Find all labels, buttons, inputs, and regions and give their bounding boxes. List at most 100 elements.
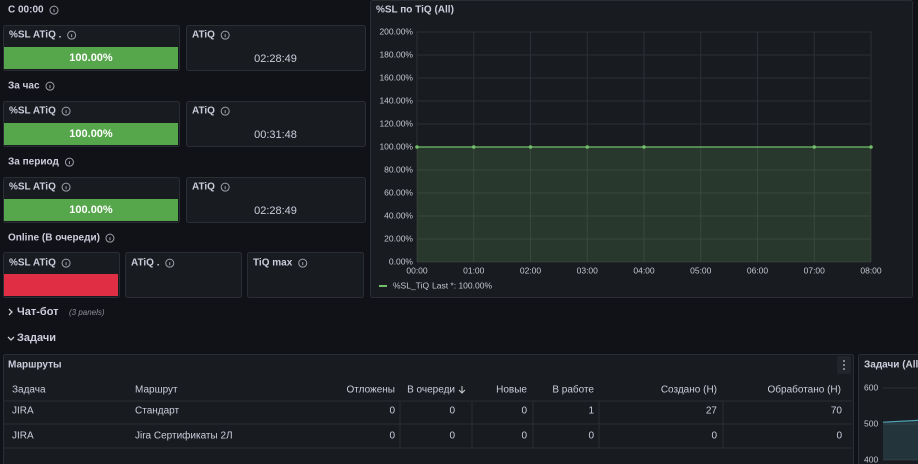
data-point bbox=[415, 145, 419, 149]
column-header: Новые bbox=[496, 385, 527, 396]
y-tick-label: 0.00% bbox=[389, 256, 414, 266]
panel bbox=[370, 0, 913, 298]
panel bbox=[247, 252, 364, 298]
data-point bbox=[528, 145, 533, 149]
x-tick-label: 01:00 bbox=[463, 265, 485, 275]
stat-title: %SL ATiQ bbox=[9, 106, 56, 117]
stat-title: ATiQ bbox=[192, 182, 215, 193]
y-tick-label: 160.00% bbox=[379, 72, 413, 82]
section-title: С 00:00 bbox=[8, 5, 44, 16]
stat-bar bbox=[4, 199, 178, 221]
table-cell: JIRA bbox=[12, 406, 34, 417]
info-icon bbox=[45, 81, 55, 91]
x-tick-label: 03:00 bbox=[577, 265, 599, 275]
column-header: Задача bbox=[12, 385, 46, 396]
table-cell: 1 bbox=[588, 406, 594, 417]
x-tick-label: 08:00 bbox=[860, 265, 882, 275]
panel bbox=[858, 354, 918, 464]
section-title: За час bbox=[8, 81, 40, 92]
data-point bbox=[471, 145, 476, 149]
y-tick-label: 20.00% bbox=[384, 233, 413, 243]
info-icon bbox=[165, 258, 175, 268]
row-chevron[interactable] bbox=[7, 336, 15, 341]
row-title: Чат-бот bbox=[17, 306, 59, 318]
stat-title: ATiQ bbox=[192, 30, 215, 41]
series-area bbox=[417, 147, 871, 262]
column-header: В работе bbox=[552, 384, 594, 396]
sort-icon bbox=[458, 386, 466, 394]
table-cell: 0 bbox=[389, 406, 395, 417]
table-cell: 0 bbox=[521, 406, 527, 417]
info-icon bbox=[220, 182, 230, 192]
row-title: Задачи bbox=[17, 332, 56, 344]
stat-value: 02:28:49 bbox=[254, 205, 297, 217]
section-title: За период bbox=[8, 157, 59, 168]
y-tick-label: 500 bbox=[864, 418, 878, 428]
info-icon bbox=[61, 258, 71, 268]
panel bbox=[3, 354, 854, 464]
legend-value: Last *: 100.00% bbox=[432, 280, 492, 290]
column-header: Маршрут bbox=[135, 385, 178, 396]
y-tick-label: 40.00% bbox=[384, 210, 413, 220]
section-title: Online (В очереди) bbox=[8, 233, 100, 244]
info-icon bbox=[105, 233, 115, 243]
y-tick-label: 100.00% bbox=[379, 141, 413, 151]
stat-title: ATiQ bbox=[192, 106, 215, 117]
row-chevron[interactable] bbox=[8, 308, 13, 316]
table-cell: 0 bbox=[449, 431, 455, 442]
info-icon bbox=[298, 258, 308, 268]
panel-menu-dot bbox=[843, 360, 845, 362]
chart-title: Задачи (All) bbox=[864, 360, 918, 371]
table-cell: 70 bbox=[831, 406, 843, 417]
stat-bar bbox=[4, 47, 178, 69]
y-tick-label: 140.00% bbox=[379, 95, 413, 105]
y-tick-label: 400 bbox=[864, 454, 878, 464]
data-point bbox=[585, 145, 590, 149]
stat-value: 100.00% bbox=[69, 204, 113, 216]
y-tick-label: 60.00% bbox=[384, 187, 413, 197]
y-tick-label: 600 bbox=[864, 382, 878, 392]
info-icon bbox=[220, 30, 230, 40]
stat-value: 02:28:49 bbox=[254, 53, 297, 65]
x-tick-label: 00:00 bbox=[406, 265, 428, 275]
panel bbox=[186, 177, 366, 223]
table-cell: 0 bbox=[711, 431, 717, 442]
x-tick-label: 05:00 bbox=[690, 265, 712, 275]
table-title: Маршруты bbox=[8, 360, 62, 371]
y-tick-label: 120.00% bbox=[379, 118, 413, 128]
x-tick-label: 06:00 bbox=[747, 265, 769, 275]
stat-value: 00:31:48 bbox=[254, 129, 297, 141]
x-tick-label: 04:00 bbox=[633, 265, 655, 275]
info-icon bbox=[64, 157, 74, 167]
info-icon bbox=[61, 182, 71, 192]
table-cell: 0 bbox=[588, 431, 594, 442]
panel-menu-dot bbox=[843, 364, 845, 366]
series-area bbox=[883, 420, 918, 460]
stat-value: 100.00% bbox=[69, 128, 113, 140]
y-tick-label: 200.00% bbox=[379, 26, 413, 36]
panel bbox=[125, 252, 242, 298]
stat-title: %SL ATiQ bbox=[9, 182, 56, 193]
data-point bbox=[869, 145, 873, 149]
table-cell: Jira Сертификаты 2Л bbox=[135, 430, 233, 442]
legend-name: %SL_TiQ bbox=[393, 280, 429, 290]
table-cell: JIRA bbox=[12, 431, 34, 442]
stat-value: 100.00% bbox=[69, 52, 113, 64]
stat-title: ATiQ . bbox=[131, 258, 160, 269]
table-cell: 27 bbox=[706, 406, 718, 417]
info-icon bbox=[220, 106, 230, 116]
info-icon bbox=[49, 5, 59, 15]
column-header: В очереди bbox=[407, 385, 455, 396]
column-header: Обработано (Н) bbox=[768, 384, 841, 396]
y-tick-label: 80.00% bbox=[384, 164, 413, 174]
table-cell: 0 bbox=[836, 431, 842, 442]
data-point bbox=[812, 145, 817, 149]
info-icon bbox=[67, 30, 77, 40]
row-note: (3 panels) bbox=[69, 308, 105, 317]
stat-title: %SL ATiQ bbox=[9, 258, 56, 269]
info-icon bbox=[61, 106, 71, 116]
x-tick-label: 07:00 bbox=[804, 265, 826, 275]
data-point bbox=[642, 145, 646, 149]
